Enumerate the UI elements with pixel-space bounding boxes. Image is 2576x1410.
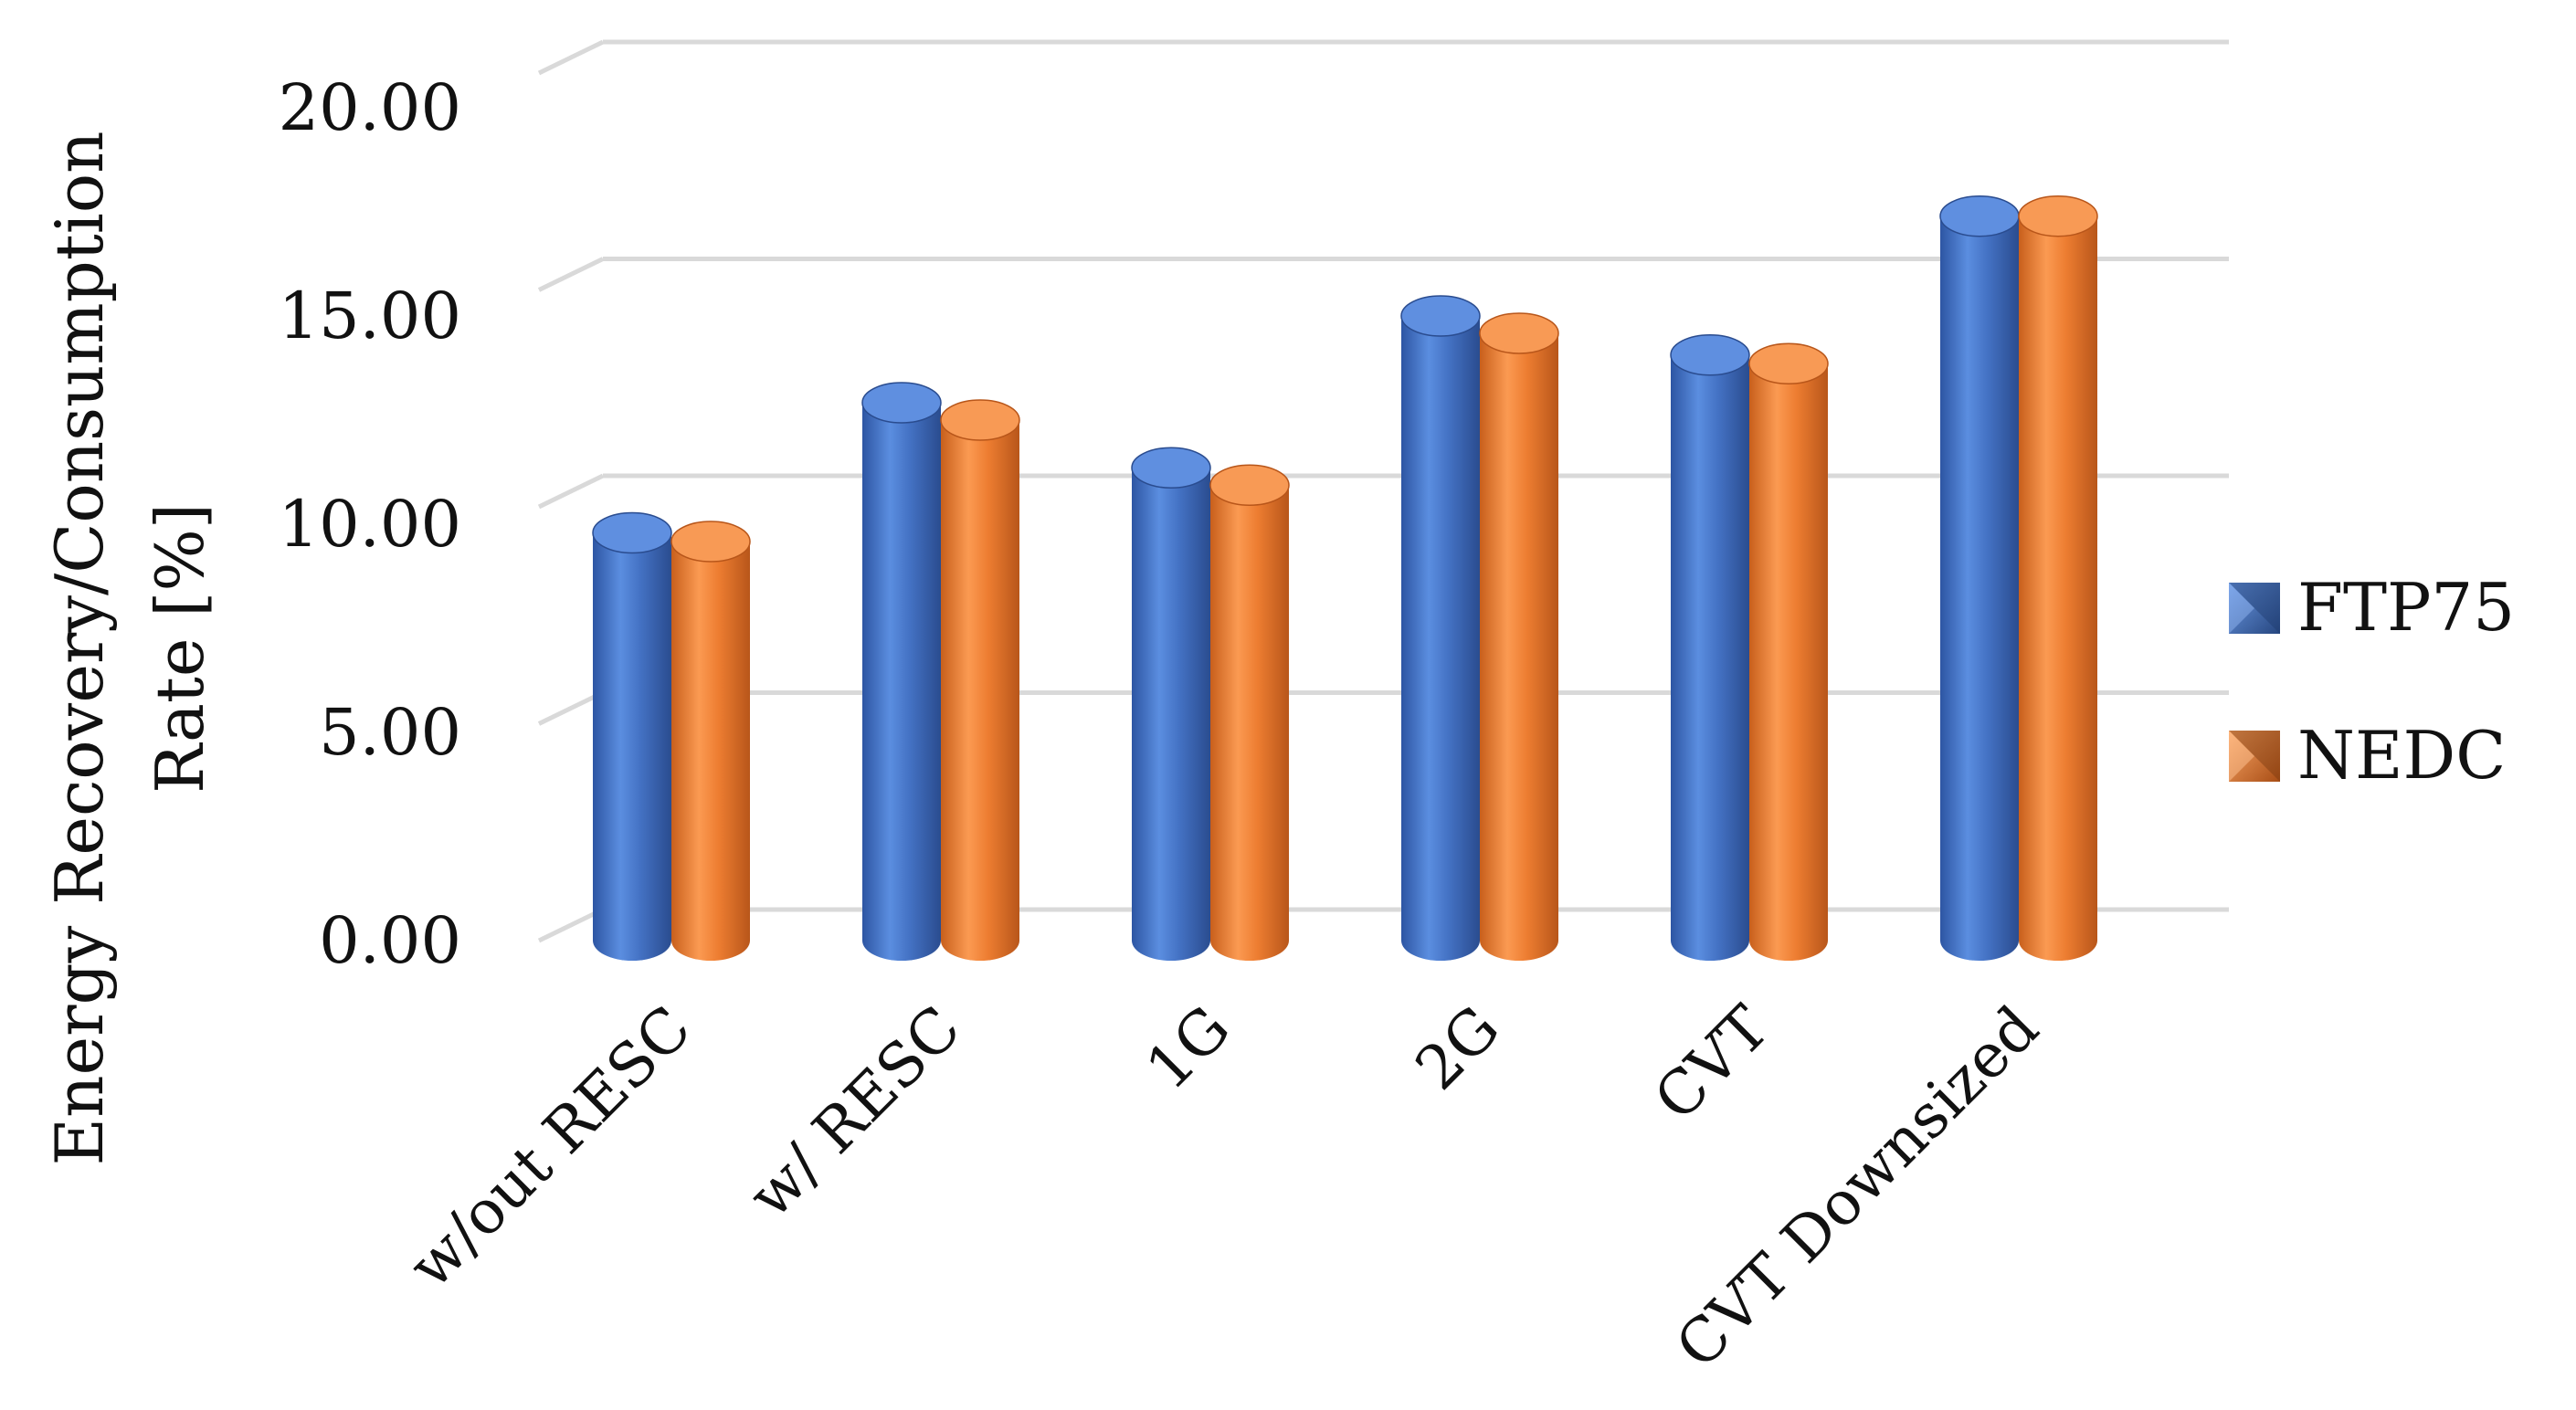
y-tick-label: 10.00 — [279, 487, 461, 562]
bar-nedc-2 — [1209, 464, 1290, 961]
bar-nedc-0 — [670, 521, 751, 961]
x-tick-label: w/out RESC — [396, 993, 705, 1302]
legend-label-ftp75: FTP75 — [2297, 569, 2515, 646]
bar-ftp75-4 — [1670, 334, 1750, 961]
bars — [592, 195, 2098, 961]
bar-nedc-3 — [1479, 312, 1559, 961]
gridline-depth — [537, 690, 605, 726]
bar-nedc-4 — [1748, 342, 1829, 961]
gridline-depth — [537, 39, 605, 76]
bar-ftp75-5 — [1939, 195, 2020, 961]
y-axis-title-line-1: Energy Recovery/Consumption — [41, 132, 118, 1166]
gridline-depth — [537, 473, 605, 510]
x-tick-label: 1G — [1133, 993, 1243, 1103]
legend-item-nedc: NEDC — [2229, 717, 2506, 794]
legend-swatch-nedc — [2229, 731, 2280, 782]
bar-nedc-1 — [940, 399, 1020, 961]
legend-swatch-ftp75 — [2229, 583, 2280, 634]
y-axis-title-line-2: Rate [%] — [142, 503, 218, 794]
bar-ftp75-0 — [592, 511, 672, 961]
x-axis-labels: w/out RESC w/ RESC 1G 2G CVT CVT Downsiz… — [396, 993, 2053, 1382]
y-axis-ticks: 0.00 5.00 10.00 15.00 20.00 — [279, 70, 461, 978]
gridline-depth — [537, 257, 605, 292]
y-tick-label: 20.00 — [279, 70, 461, 145]
legend-item-ftp75: FTP75 — [2229, 569, 2515, 646]
legend: FTP75 NEDC — [2229, 569, 2515, 794]
y-axis-title: Energy Recovery/Consumption Rate [%] — [41, 132, 218, 1166]
y-tick-label: 5.00 — [319, 695, 461, 770]
legend-label-nedc: NEDC — [2297, 717, 2506, 794]
y-tick-label: 0.00 — [319, 903, 461, 978]
bar-ftp75-1 — [861, 382, 942, 961]
gridline-depth — [537, 907, 605, 943]
y-tick-label: 15.00 — [279, 279, 461, 353]
x-tick-label: CVT — [1641, 993, 1782, 1134]
x-tick-label: w/ RESC — [734, 993, 974, 1232]
x-tick-label: 2G — [1402, 993, 1513, 1103]
bar-ftp75-3 — [1400, 295, 1481, 961]
bar-nedc-5 — [2018, 195, 2098, 961]
bar-ftp75-2 — [1131, 447, 1211, 961]
